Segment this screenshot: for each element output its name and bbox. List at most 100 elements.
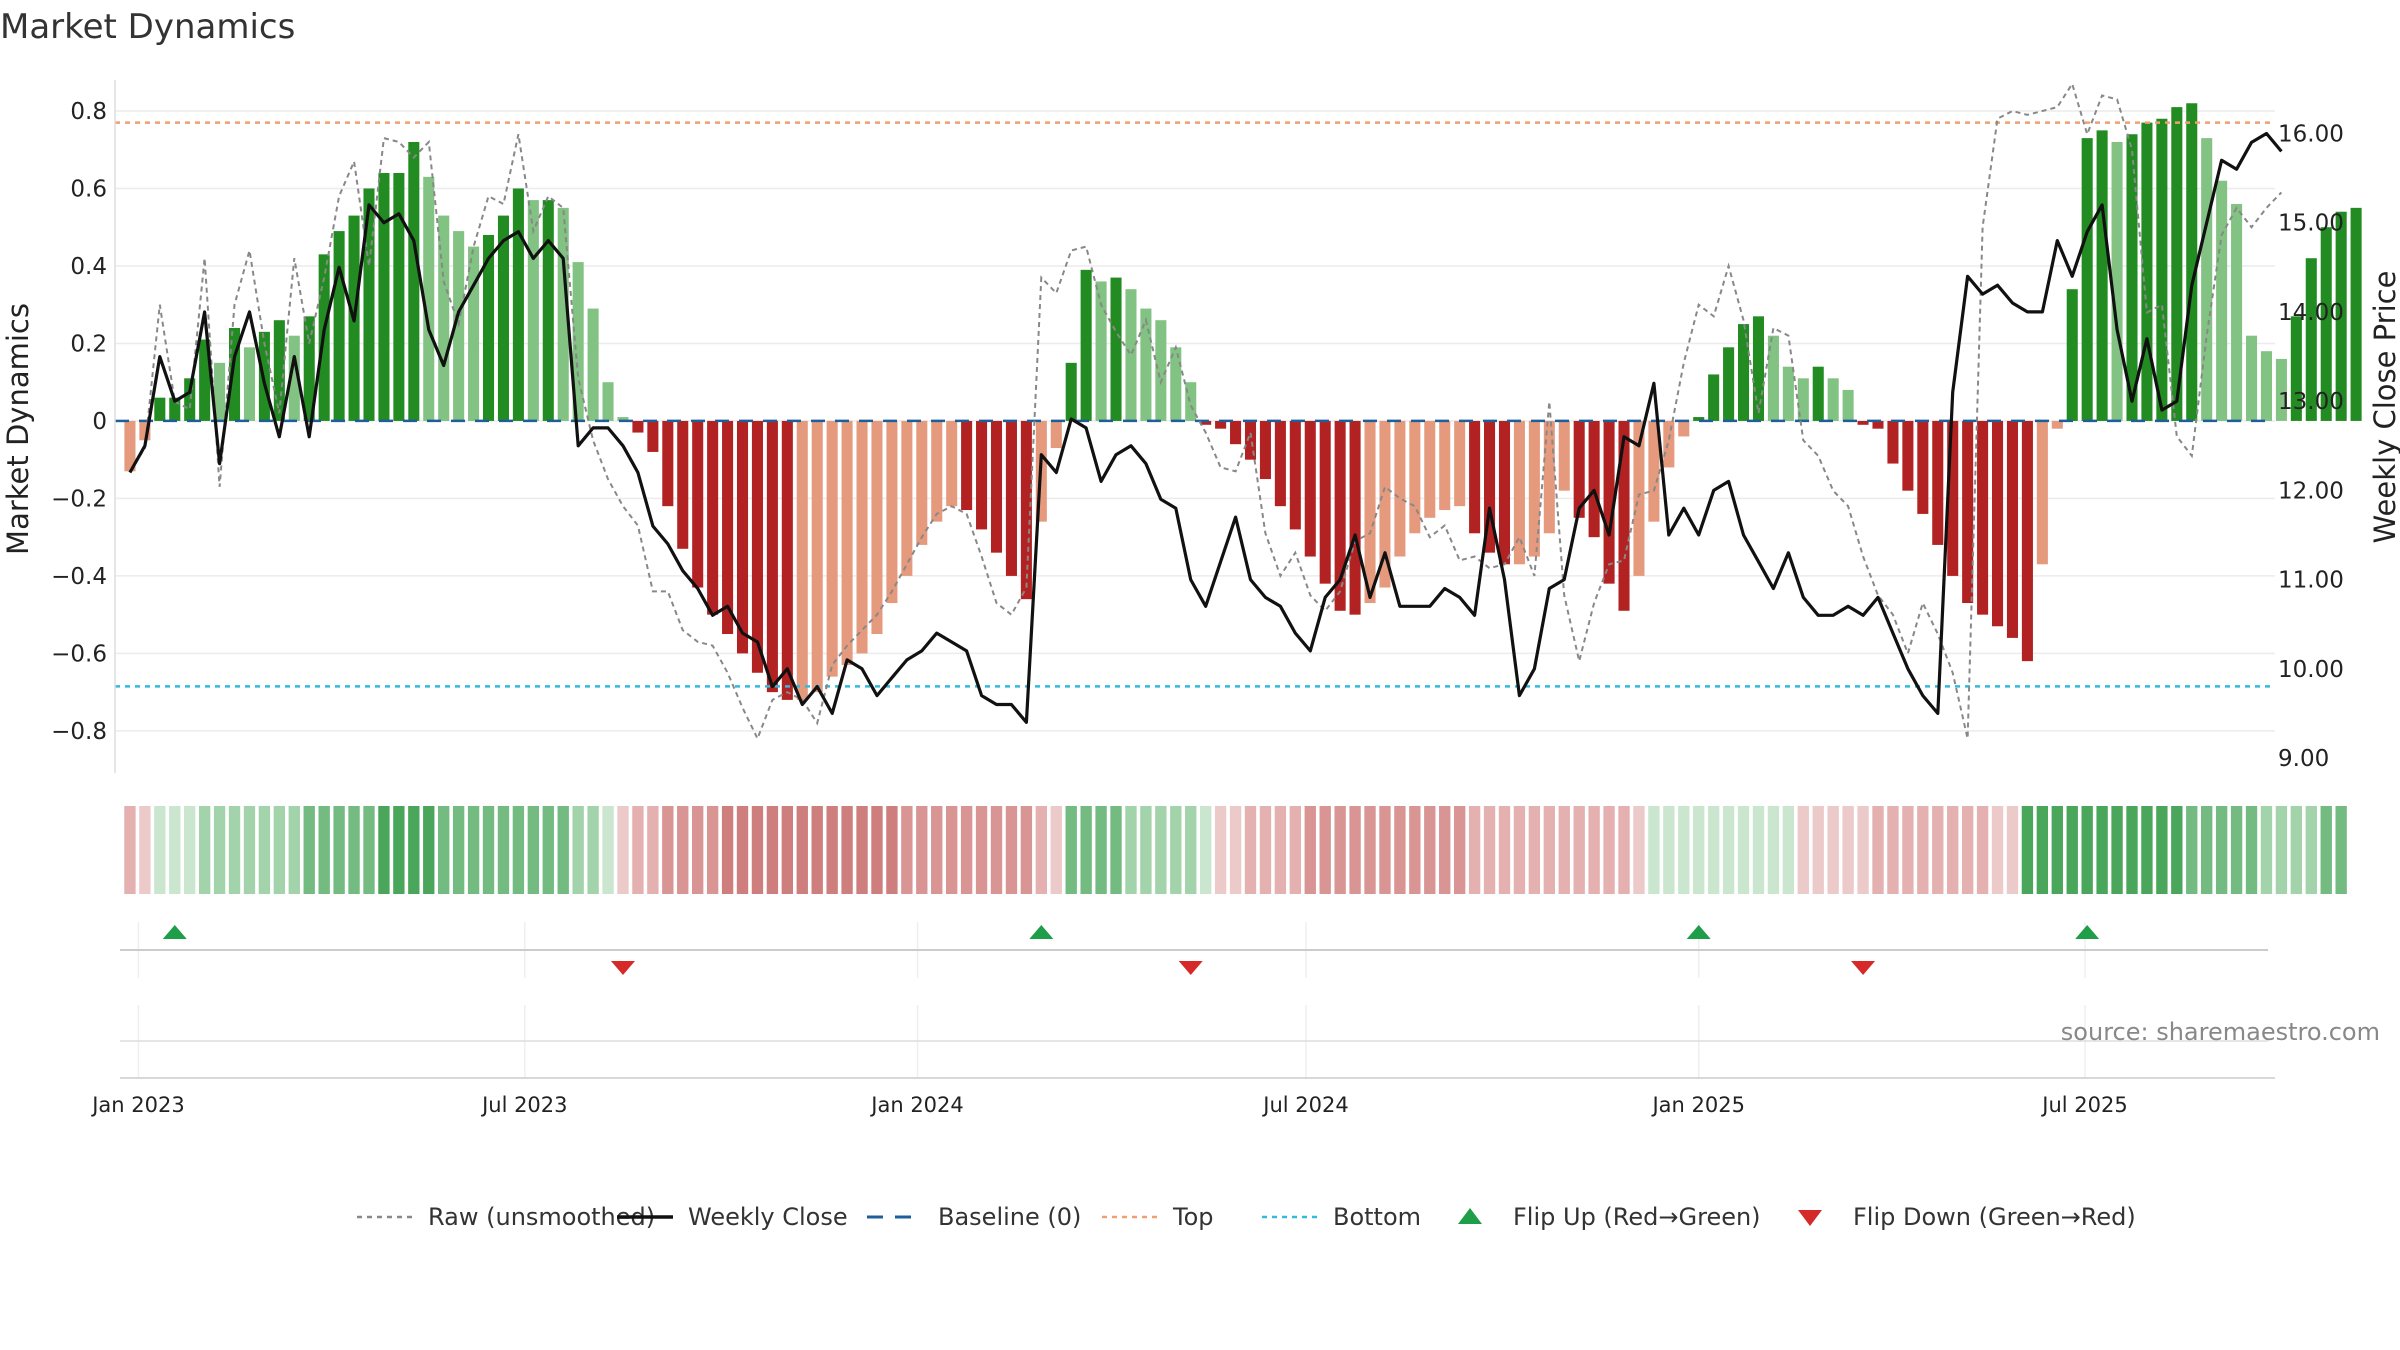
dynamics-bar — [2320, 227, 2332, 421]
regime-cell — [2260, 806, 2273, 894]
regime-cell — [1633, 806, 1645, 894]
regime-cell — [1214, 806, 1227, 894]
x-tick-label: Jan 2025 — [1650, 1093, 1745, 1117]
raw-unsmoothed-line — [129, 81, 2283, 742]
regime-cell — [363, 806, 375, 894]
dynamics-bar — [228, 327, 241, 421]
regime-cell — [1364, 806, 1376, 894]
flip-down-marker — [1178, 961, 1203, 975]
dynamics-bar — [1424, 420, 1436, 518]
dynamics-bar — [1827, 378, 1839, 421]
regime-cell — [2141, 806, 2153, 894]
regime-cell — [960, 806, 973, 894]
regime-cell — [333, 806, 345, 894]
regime-cell — [1947, 806, 1959, 894]
dynamics-bar — [303, 316, 315, 421]
regime-cell — [423, 806, 435, 894]
dynamics-bar — [1782, 366, 1794, 421]
dynamics-bar — [1050, 420, 1062, 449]
chart-legend: Raw (unsmoothed) Weekly Close Baseline (0)… — [357, 1203, 2136, 1231]
dynamics-bar — [1558, 420, 1570, 491]
dynamics-bar — [1842, 389, 1854, 421]
regime-cell — [1917, 806, 1929, 894]
regime-cell — [1379, 806, 1391, 894]
dynamics-bar — [1678, 420, 1690, 437]
regime-cell — [1334, 806, 1346, 894]
dynamics-bar — [527, 200, 539, 421]
dynamics-bar — [1244, 420, 1257, 460]
regime-cell — [2021, 806, 2034, 894]
dynamics-bar — [333, 231, 345, 421]
regime-cell — [975, 806, 988, 894]
dynamics-bar — [2290, 316, 2302, 421]
regime-cell — [1842, 806, 1854, 894]
regime-cell — [1693, 806, 1705, 894]
regime-cell — [946, 806, 958, 894]
dynamics-bar — [1663, 420, 1675, 468]
dynamics-bar — [2141, 122, 2153, 421]
regime-cell — [318, 806, 330, 894]
regime-cell — [184, 806, 196, 894]
dynamics-bar — [1230, 420, 1242, 445]
dynamics-bar — [1005, 420, 1017, 576]
regime-cell — [1932, 806, 1944, 894]
regime-cell — [139, 806, 151, 894]
reference-lines — [115, 121, 2275, 688]
dynamics-bar — [1454, 420, 1466, 507]
x-tick-label: Jan 2024 — [869, 1093, 964, 1117]
regime-cell — [796, 806, 808, 894]
regime-cell — [1767, 806, 1780, 894]
dynamics-bar — [169, 397, 181, 421]
regime-cell — [766, 806, 779, 894]
regime-cell — [497, 806, 510, 894]
regime-cell — [527, 806, 540, 894]
regime-cell — [1349, 806, 1361, 894]
dynamics-bar — [1588, 420, 1600, 538]
legend-label: Bottom — [1333, 1203, 1421, 1231]
dynamics-bar — [1902, 420, 1914, 491]
regime-cell — [1543, 806, 1555, 894]
regime-cell — [452, 806, 465, 894]
regime-cell — [1468, 806, 1481, 894]
regime-cell — [1035, 806, 1048, 894]
dynamics-bar — [1693, 417, 1705, 421]
regime-cell — [2111, 806, 2123, 894]
regime-cell — [2156, 806, 2168, 894]
dynamics-bar — [2111, 141, 2123, 421]
regime-cell — [2201, 806, 2213, 894]
dynamics-bar — [2245, 335, 2258, 421]
legend-label: Top — [1172, 1203, 1214, 1231]
regime-cell — [467, 806, 480, 894]
dynamics-bar — [1349, 420, 1361, 615]
regime-cell — [213, 806, 226, 894]
dynamics-bar — [2305, 258, 2317, 421]
regime-cell — [2245, 806, 2258, 894]
dynamics-bar — [1932, 420, 1944, 545]
regime-cell — [2006, 806, 2019, 894]
regime-cell — [1648, 806, 1660, 894]
dynamics-bar — [811, 420, 823, 693]
regime-cell — [1991, 806, 2004, 894]
dynamics-bar — [856, 420, 868, 654]
dynamics-bar — [1125, 289, 1137, 421]
regime-cell — [169, 806, 181, 894]
flip-panel-grid — [120, 922, 2268, 978]
regime-cell — [1394, 806, 1406, 894]
dynamics-bar — [1752, 316, 1765, 421]
legend-label: Flip Up (Red→Green) — [1513, 1203, 1761, 1231]
x-tick-label: Jul 2025 — [2040, 1093, 2127, 1117]
dynamics-bar — [2066, 289, 2078, 421]
regime-cell — [2096, 806, 2108, 894]
dynamics-bar — [901, 420, 913, 576]
dynamics-bar — [1379, 420, 1391, 588]
dynamics-bar — [557, 207, 569, 421]
dynamics-bar — [2335, 211, 2347, 421]
dynamics-bar — [1767, 335, 1779, 421]
dynamics-bar — [1648, 420, 1660, 522]
flip-down-marker — [1851, 961, 1876, 975]
dynamics-bar — [273, 320, 285, 421]
dynamics-bar — [781, 420, 793, 700]
dynamics-bar — [243, 347, 255, 421]
dynamics-bar — [826, 420, 838, 677]
